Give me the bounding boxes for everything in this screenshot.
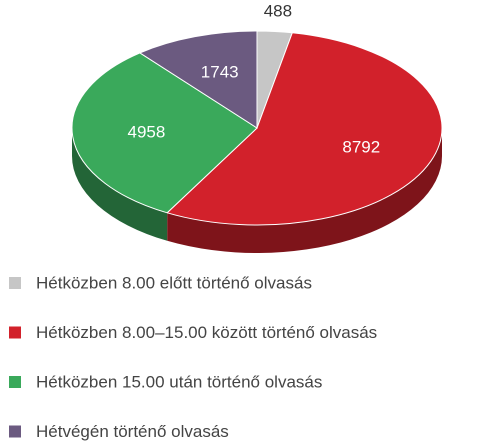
slice	[166, 32, 443, 253]
slice-top	[71, 52, 258, 214]
legend-label: Hétközben 8.00 előtt történő olvasás	[36, 273, 312, 292]
data-label: 4958	[128, 123, 166, 142]
data-label: 488	[264, 2, 292, 21]
slice-side	[72, 128, 168, 241]
legend-label: Hétközben 8.00–15.00 között történő olva…	[36, 323, 377, 342]
slice-top	[166, 32, 443, 226]
data-label: 1743	[201, 63, 239, 82]
slice-side	[167, 128, 442, 253]
slice	[138, 30, 258, 129]
slice-top	[138, 30, 258, 129]
legend-swatch	[9, 425, 21, 438]
legend-label: Hétközben 15.00 után történő olvasás	[36, 372, 322, 391]
slice	[71, 52, 258, 241]
legend-swatch	[9, 326, 21, 339]
data-label: 8792	[342, 137, 380, 156]
legend-swatch	[9, 277, 21, 289]
legend-swatch	[9, 376, 21, 388]
legend-label: Hétvégén történő olvasás	[36, 422, 229, 441]
